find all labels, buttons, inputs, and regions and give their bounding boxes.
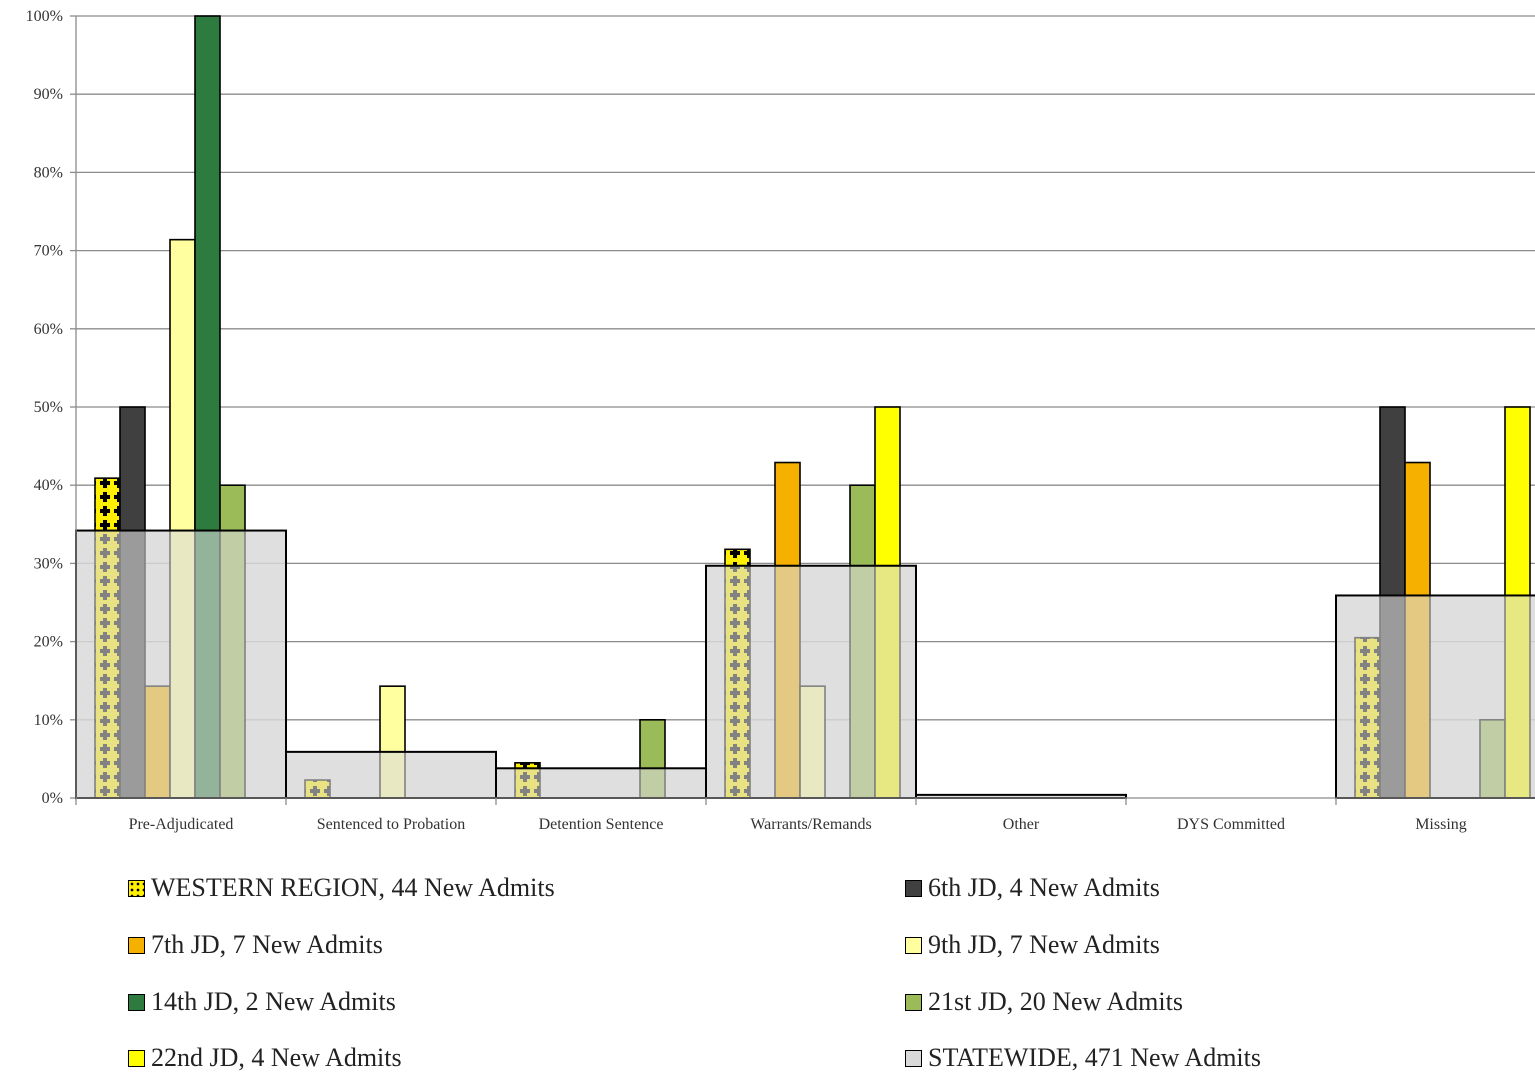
grid <box>70 15 1535 799</box>
x-tick-label: Pre-Adjudicated <box>129 816 234 833</box>
statewide-bar-overlay <box>705 564 917 799</box>
statewide-bar-overlay <box>285 750 497 799</box>
statewide-outlines <box>75 529 1535 800</box>
y-tick-label: 70% <box>34 243 63 260</box>
y-tick-label: 0% <box>42 790 63 807</box>
y-tick-label: 50% <box>34 399 63 416</box>
statewide-bar-overlay <box>75 529 287 800</box>
y-tick-label: 80% <box>34 164 63 181</box>
x-tick-label: Detention Sentence <box>539 816 664 833</box>
x-tick-labels: Pre-Adjudicated Sentenced to Probation Det… <box>129 816 1467 833</box>
y-tick-label: 60% <box>34 321 63 338</box>
statewide-bar-overlay <box>495 767 707 799</box>
y-tick-label: 30% <box>34 555 63 572</box>
y-tick-label: 10% <box>34 712 63 729</box>
x-tick-label: DYS Committed <box>1177 816 1285 833</box>
y-tick-labels: 0% 10% 20% 30% 40% 50% 60% 70% 80% 90% 100% <box>26 8 63 807</box>
x-tick-label: Warrants/Remands <box>750 816 871 833</box>
y-tick-label: 100% <box>26 8 63 25</box>
y-tick-label: 40% <box>34 477 63 494</box>
y-tick-label: 90% <box>34 86 63 103</box>
x-tick-label: Other <box>1003 816 1040 833</box>
x-tick-label: Sentenced to Probation <box>317 816 465 833</box>
axes <box>75 16 1535 805</box>
x-tick-label: Missing <box>1415 816 1467 833</box>
y-tick-label: 20% <box>34 634 63 651</box>
statewide-bar-overlay <box>1335 594 1535 799</box>
